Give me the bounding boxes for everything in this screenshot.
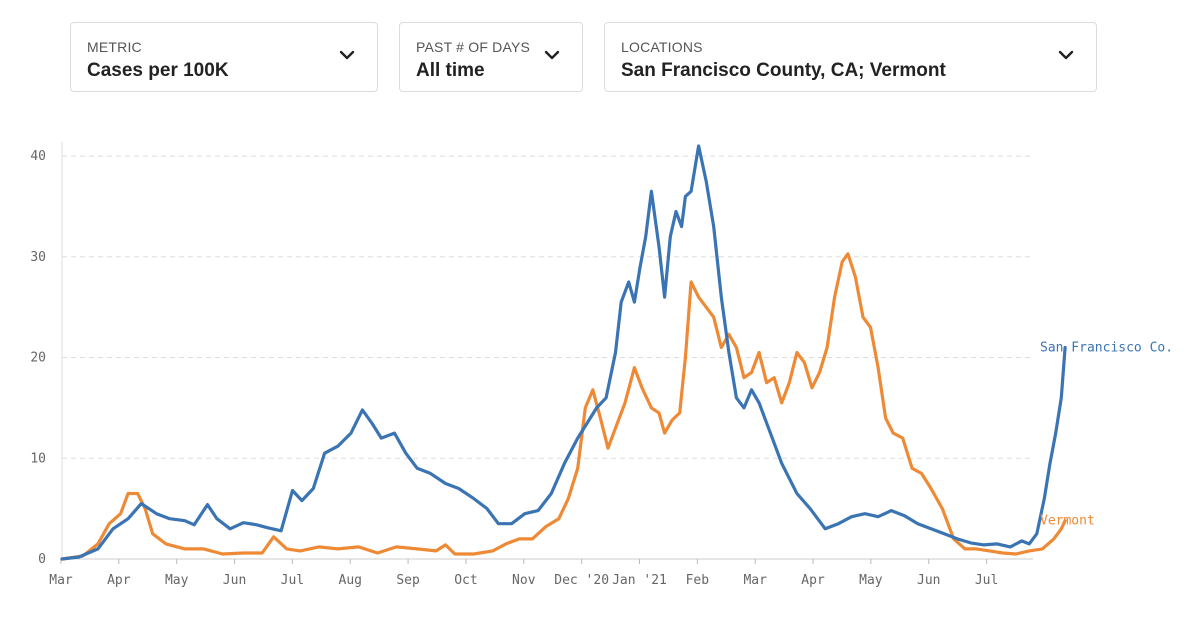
days-label: PAST # OF DAYS [416, 39, 531, 55]
x-tick-label: Nov [512, 573, 536, 588]
locations-value: San Francisco County, CA; Vermont [621, 60, 946, 81]
x-tick-label: Jan '21 [612, 573, 667, 588]
y-tick-label: 20 [30, 351, 46, 366]
y-tick-label: 40 [30, 149, 46, 164]
series-labels: San Francisco Co. Vermont [1040, 340, 1173, 528]
days-dropdown[interactable]: PAST # OF DAYS All time [399, 22, 583, 92]
series-label: Vermont [1040, 514, 1095, 529]
series-label: San Francisco Co. [1040, 340, 1173, 355]
metric-label: METRIC [87, 39, 142, 55]
chevron-down-icon [339, 50, 355, 60]
y-axis: 0 10 20 30 40 [30, 149, 46, 567]
series-lines [60, 144, 1067, 561]
x-tick-label: Jul [281, 573, 304, 588]
x-tick-label: May [165, 573, 189, 588]
series-line-san-francisco-co [60, 144, 1067, 561]
series-line-vermont [60, 252, 1067, 561]
x-tick-label: May [859, 573, 883, 588]
y-tick-label: 30 [30, 250, 46, 265]
x-tick-label: Sep [396, 573, 420, 588]
y-tick-label: 10 [30, 451, 46, 466]
x-tick-label: Dec '20 [554, 573, 609, 588]
chevron-down-icon [544, 50, 560, 60]
x-tick-label: Mar [49, 573, 73, 588]
metric-value: Cases per 100K [87, 60, 229, 81]
locations-dropdown[interactable]: LOCATIONS San Francisco County, CA; Verm… [604, 22, 1097, 92]
x-tick-label: Apr [107, 573, 131, 588]
x-tick-label: Oct [454, 573, 477, 588]
x-axis: Mar Apr May Jun Jul Aug Sep Oct Nov Dec '20 Jan '2… [49, 559, 998, 588]
x-tick-label: Mar [743, 573, 767, 588]
x-tick-label: Jun [917, 573, 940, 588]
x-tick-label: Feb [686, 573, 710, 588]
locations-label: LOCATIONS [621, 39, 703, 55]
chevron-down-icon [1058, 50, 1074, 60]
days-value: All time [416, 60, 485, 81]
y-tick-label: 0 [38, 552, 46, 567]
x-tick-label: Jun [223, 573, 246, 588]
metric-dropdown[interactable]: METRIC Cases per 100K [70, 22, 378, 92]
x-tick-label: Apr [801, 573, 825, 588]
x-tick-label: Aug [339, 573, 362, 588]
x-tick-label: Jul [975, 573, 998, 588]
